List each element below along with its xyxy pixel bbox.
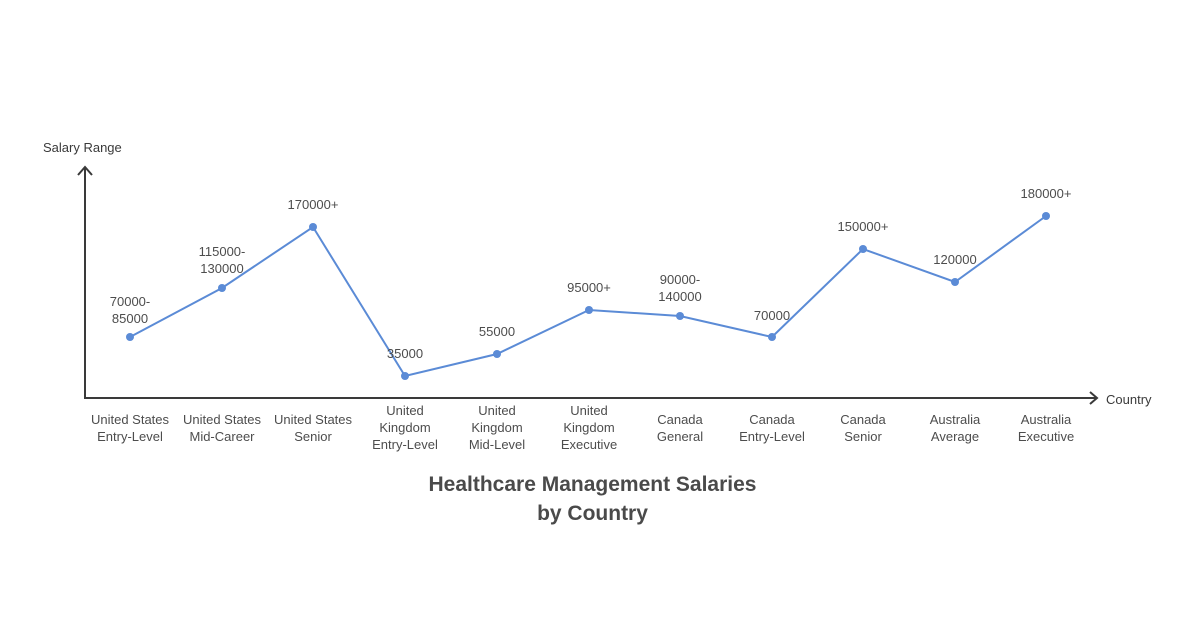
x-tick-label: United Kingdom Mid-Level	[468, 403, 526, 452]
data-label: 35000	[386, 346, 424, 361]
data-label: 70000- 85000	[109, 294, 151, 326]
x-axis-title: Country	[1106, 392, 1152, 407]
data-point	[401, 372, 409, 380]
data-point	[126, 333, 134, 341]
data-label: 95000+	[567, 280, 611, 295]
data-point	[585, 306, 593, 314]
x-tick-label: United Kingdom Entry-Level	[372, 403, 438, 452]
data-label: 120000	[933, 252, 977, 267]
data-point	[493, 350, 501, 358]
y-axis-arrow-icon	[77, 165, 93, 176]
series-line	[129, 215, 1047, 378]
data-label: 70000	[753, 308, 791, 323]
data-point	[309, 223, 317, 231]
data-label: 115000- 130000	[198, 244, 246, 276]
x-tick-label: Australia Executive	[1017, 412, 1075, 444]
x-tick-label: Canada Entry-Level	[739, 412, 805, 444]
x-axis-arrow-icon	[1089, 391, 1099, 405]
data-label: 180000+	[1020, 186, 1072, 201]
x-tick-label: Australia Average	[929, 412, 981, 444]
x-tick-label: Canada Senior	[840, 412, 886, 444]
data-point	[218, 284, 226, 292]
data-point	[676, 312, 684, 320]
y-axis-title: Salary Range	[43, 140, 122, 155]
chart-title-line-2: by Country	[537, 502, 648, 525]
data-point	[859, 245, 867, 253]
data-label: 170000+	[287, 197, 339, 212]
data-point	[951, 278, 959, 286]
x-tick-label: Canada General	[656, 412, 704, 444]
x-tick-label: United Kingdom Executive	[560, 403, 618, 452]
data-point	[1042, 212, 1050, 220]
data-label: 150000+	[837, 219, 889, 234]
data-label: 55000	[478, 324, 516, 339]
chart-title-line-1: Healthcare Management Salaries	[428, 473, 757, 496]
x-tick-label: United States Senior	[273, 412, 353, 444]
data-label: 90000- 140000	[658, 272, 702, 304]
x-tick-label: United States Entry-Level	[90, 412, 170, 444]
salary-series	[126, 212, 1050, 380]
data-point	[768, 333, 776, 341]
x-tick-label: United States Mid-Career	[182, 412, 262, 444]
chart-title: Healthcare Management Salaries by Countr…	[0, 470, 1185, 528]
